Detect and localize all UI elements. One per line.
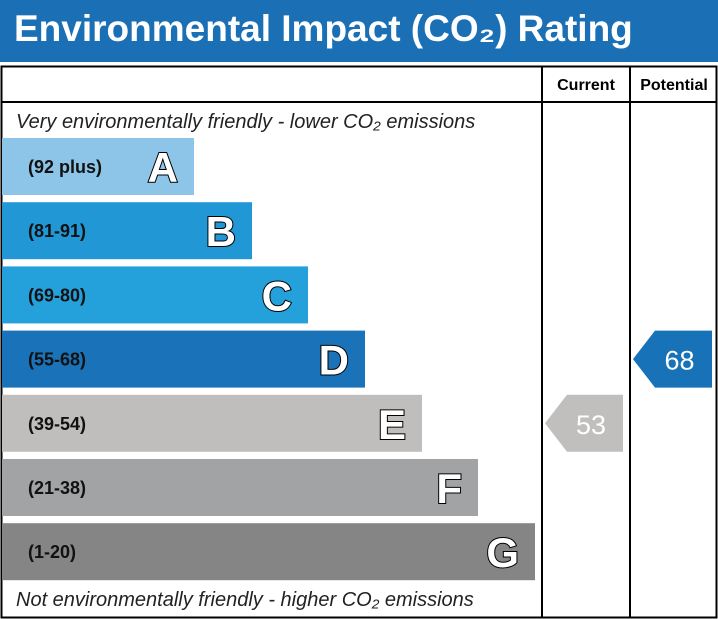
band-letter: A [148,144,178,191]
band-D: (55-68) D [2,330,365,388]
band-range: (21-38) [28,478,86,498]
band-bar [2,202,252,260]
band-letter: C [262,272,292,319]
potential-rating-arrow [633,330,712,388]
band-range: (55-68) [28,350,86,370]
band-bar [2,138,194,195]
potential-rating: 68 [633,330,712,388]
band-bar [2,523,535,581]
top-note: Very environmentally friendly - lower CO… [16,111,475,133]
band-bar [2,330,365,388]
chart-title: Environmental Impact (CO₂) Rating [14,8,633,49]
band-C: (69-80) C [2,266,308,324]
bottom-note: Not environmentally friendly - higher CO… [16,589,474,611]
band-E: (39-54) E [2,394,422,452]
band-F: (21-38) F [2,459,478,516]
band-letter: E [378,401,406,448]
band-letter: G [486,529,519,576]
band-range: (39-54) [28,414,86,434]
band-range: (92 plus) [28,157,102,177]
band-letter: B [206,208,236,255]
band-range: (1-20) [28,542,76,562]
band-B: (81-91) B [2,202,252,260]
current-rating-arrow [545,394,623,452]
band-range: (81-91) [28,221,86,241]
band-letter: F [436,465,462,512]
band-bar [2,459,478,516]
band-range: (69-80) [28,285,86,305]
band-G: (1-20) G [2,523,535,581]
band-bar [2,394,422,452]
current-rating-value: 53 [576,410,606,440]
header-potential: Potential [640,77,708,94]
potential-rating-value: 68 [664,346,694,376]
band-A: (92 plus) A [2,138,194,195]
title-bar: Environmental Impact (CO₂) Rating [0,0,718,62]
band-bar [2,266,308,324]
header-current: Current [557,77,615,94]
band-letter: D [319,337,349,384]
chart-border [0,65,718,619]
current-rating: 53 [545,394,623,452]
